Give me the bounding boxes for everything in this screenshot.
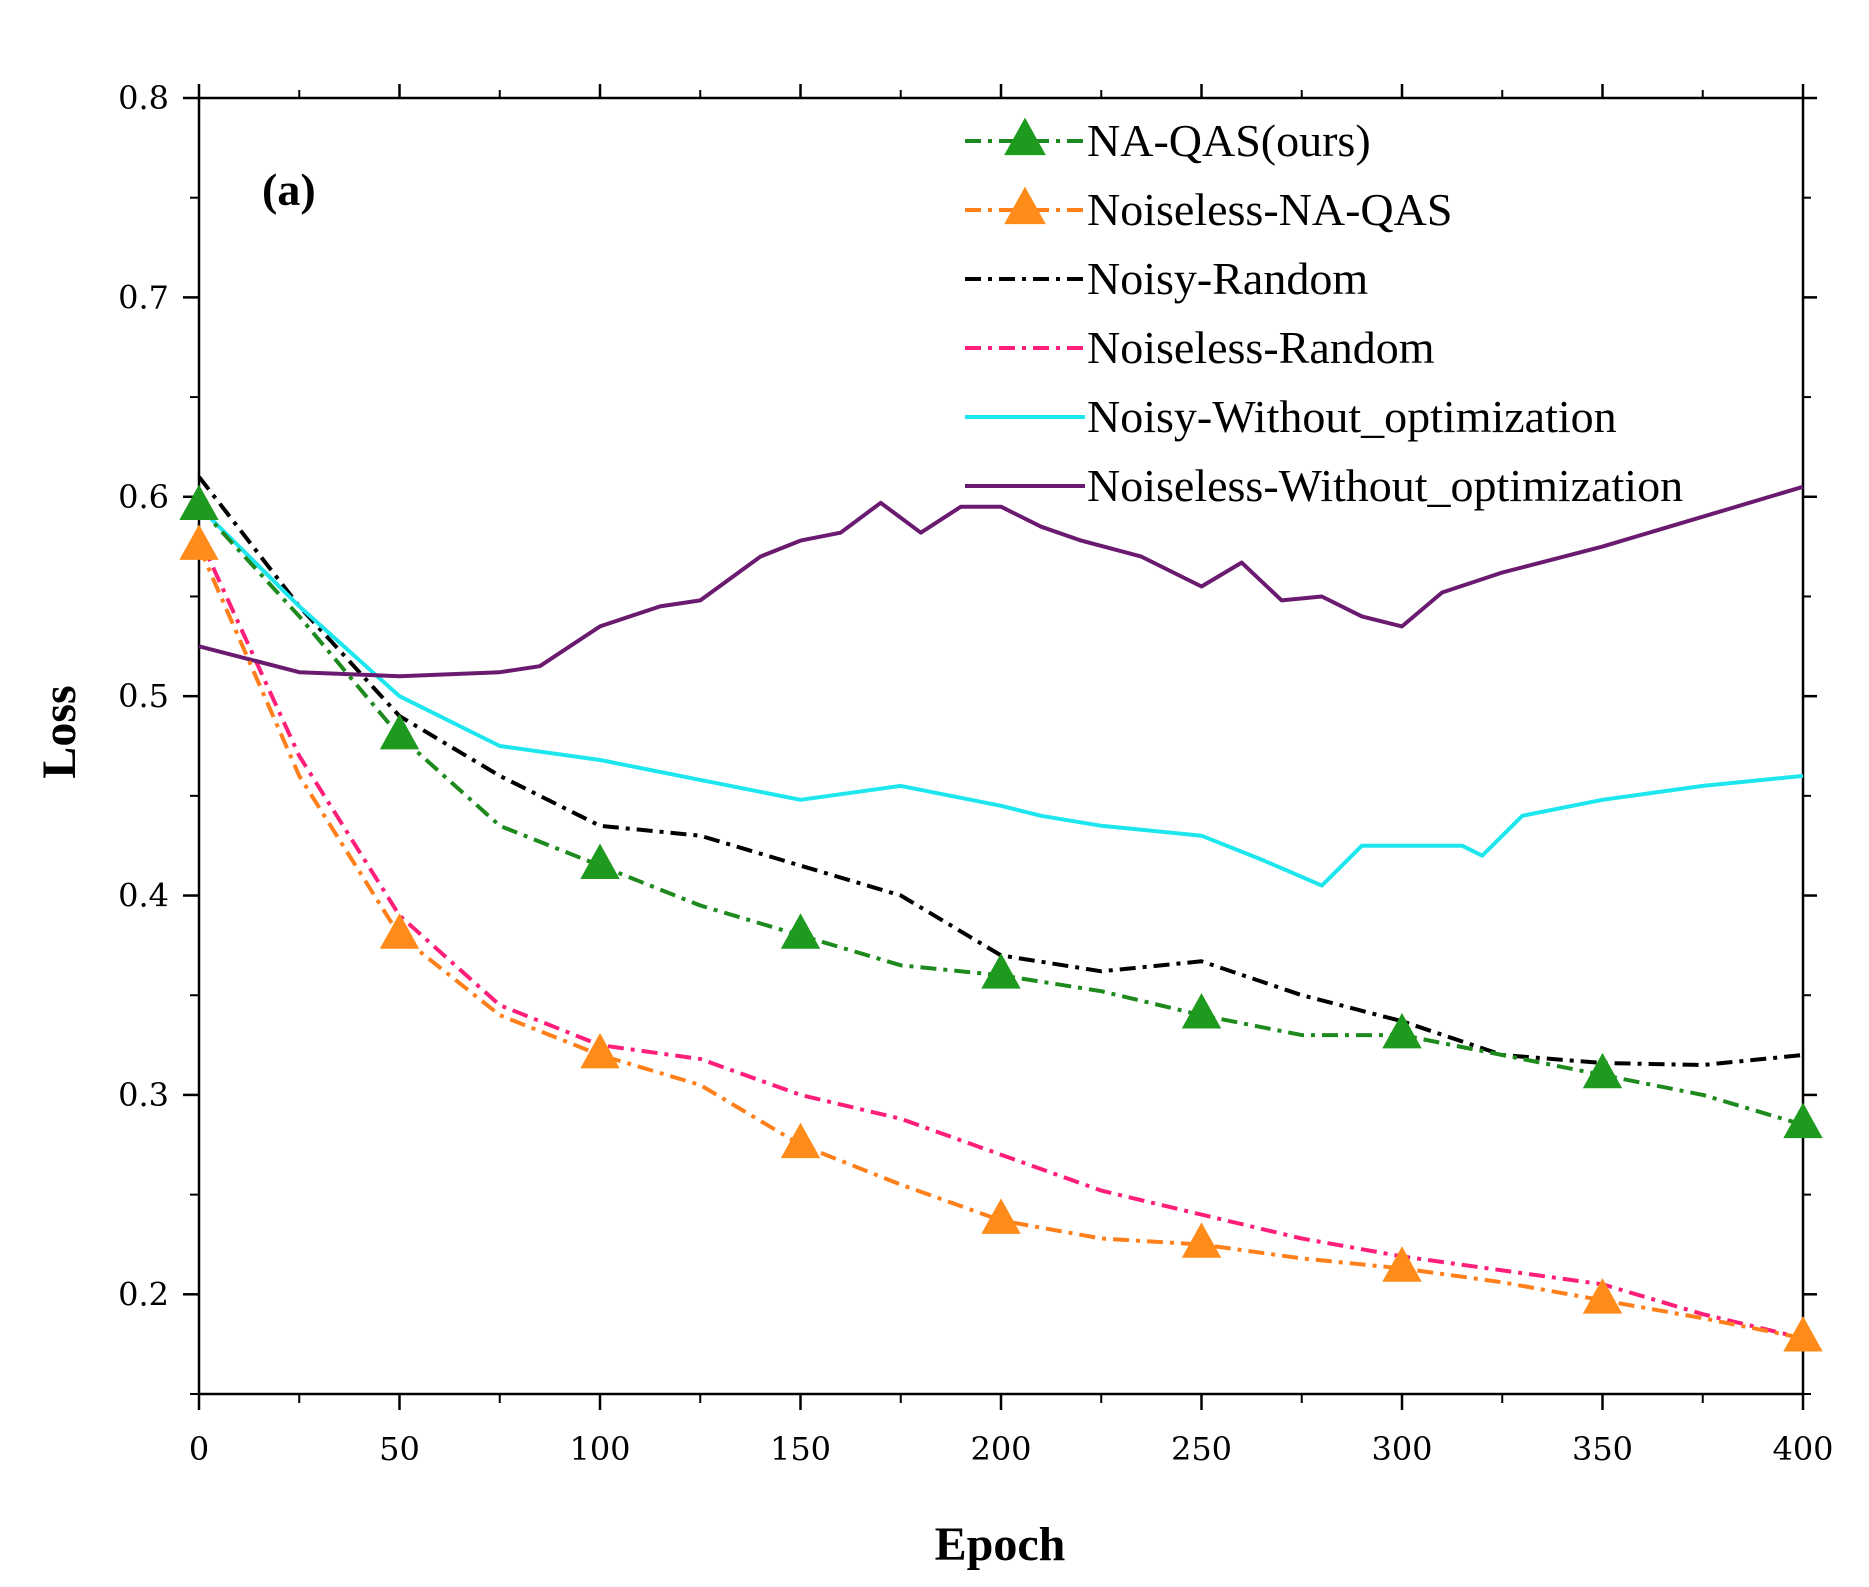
- legend-item-noiseless-without-optimization: Noiseless-Without_optimization: [965, 460, 1683, 511]
- data-point-marker: [179, 524, 219, 560]
- data-point-marker: [580, 1032, 620, 1069]
- x-axis-title: Epoch: [935, 1518, 1066, 1571]
- x-tick-label: 200: [970, 1430, 1031, 1468]
- x-tick-label: 350: [1572, 1430, 1633, 1468]
- data-point-marker: [1783, 1102, 1823, 1139]
- series-line-noiseless-random: [197, 535, 1804, 1341]
- x-tick-label: 400: [1772, 1430, 1833, 1468]
- series-noiseless-na-qas: [179, 524, 1823, 1352]
- data-point-marker: [1582, 1052, 1623, 1089]
- y-tick-label: 0.7: [118, 278, 169, 316]
- legend-label: NA-QAS(ours): [1087, 115, 1371, 166]
- data-point-marker: [1181, 993, 1222, 1029]
- data-point-marker: [780, 913, 821, 949]
- series-line-noiseless-without-optimization: [198, 484, 1804, 679]
- data-point-marker: [1382, 1246, 1422, 1282]
- legend-item-noisy-random: Noisy-Random: [965, 253, 1368, 304]
- data-point-marker: [580, 843, 620, 879]
- legend-label: Noiseless-Random: [1087, 322, 1435, 373]
- data-point-marker: [780, 1122, 821, 1159]
- y-tick-label: 0.2: [118, 1275, 169, 1313]
- series-layer: [179, 475, 1823, 1352]
- legend-item-noiseless-random: Noiseless-Random: [965, 322, 1435, 373]
- series-line-na-qas-ours: [197, 505, 1804, 1127]
- legend-label: Noisy-Without_optimization: [1087, 391, 1617, 442]
- series-noisy-without-optimization: [197, 505, 1804, 888]
- data-point-marker: [1382, 1012, 1422, 1049]
- legend: NA-QAS(ours) Noiseless-NA-QAS Noisy-Random…: [965, 115, 1683, 511]
- x-tick-label: 50: [379, 1430, 420, 1468]
- series-line-noisy-without-optimization: [197, 505, 1804, 888]
- x-tick-label: 100: [569, 1430, 630, 1468]
- series-na-qas-ours: [179, 484, 1823, 1139]
- legend-label: Noiseless-NA-QAS: [1087, 184, 1452, 235]
- y-tick-label: 0.5: [118, 677, 169, 715]
- y-tick-label: 0.3: [118, 1076, 169, 1114]
- data-point-marker: [1181, 1222, 1222, 1258]
- data-point-marker: [1783, 1316, 1823, 1352]
- data-point-marker: [981, 953, 1021, 989]
- x-tick-label: 300: [1371, 1430, 1432, 1468]
- data-point-marker: [179, 484, 219, 521]
- data-point-marker: [379, 913, 420, 949]
- data-point-marker: [981, 1198, 1021, 1234]
- legend-label: Noisy-Random: [1087, 253, 1368, 304]
- legend-swatch-marker: [1004, 186, 1046, 225]
- axes: 0 50 100 150 200 250 300 350 400 0.2 0.3 0.4 0.5 0.6 0…: [118, 79, 1833, 1468]
- legend-swatch-marker: [1004, 117, 1046, 156]
- y-tick-label: 0.6: [118, 478, 169, 516]
- legend-item-noisy-without-optimization: Noisy-Without_optimization: [965, 391, 1617, 442]
- data-point-marker: [379, 713, 420, 750]
- x-tick-label: 250: [1171, 1430, 1232, 1468]
- x-tick-label: 0: [189, 1430, 209, 1468]
- y-tick-label: 0.8: [118, 79, 169, 117]
- series-line-noiseless-na-qas: [197, 545, 1804, 1341]
- data-point-marker: [1582, 1278, 1623, 1314]
- panel-label: (a): [262, 164, 316, 215]
- y-tick-label: 0.4: [118, 877, 169, 915]
- legend-item-noiseless-na-qas: Noiseless-NA-QAS: [965, 184, 1452, 235]
- series-noiseless-without-optimization: [198, 484, 1804, 679]
- y-axis-title: Loss: [33, 685, 86, 778]
- series-noiseless-random: [197, 535, 1804, 1341]
- legend-item-na-qas-ours: NA-QAS(ours): [965, 115, 1371, 166]
- legend-label: Noiseless-Without_optimization: [1087, 460, 1683, 511]
- x-tick-label: 150: [770, 1430, 831, 1468]
